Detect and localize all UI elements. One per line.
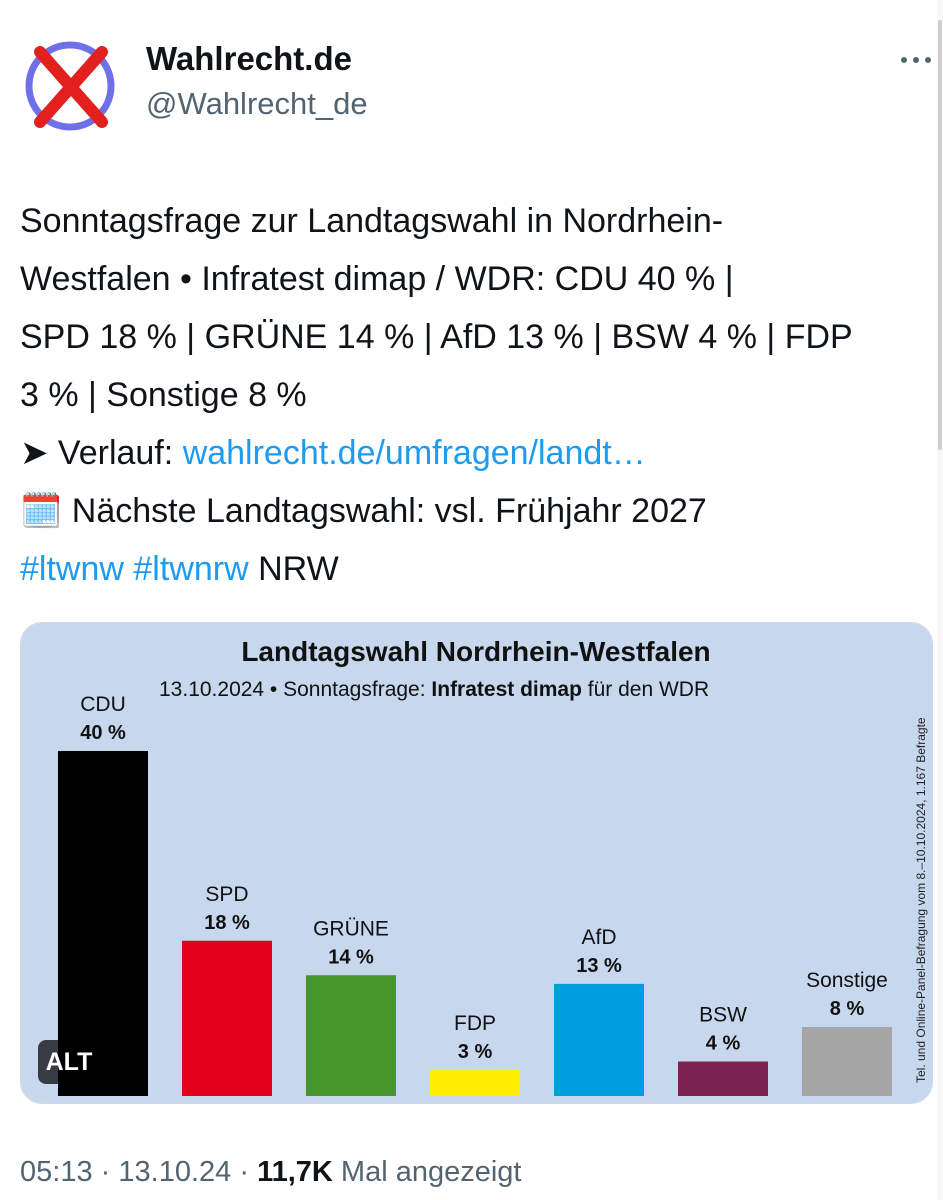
tweet-meta: 05:13 · 13.10.24 · 11,7K Mal angezeigt: [20, 1156, 521, 1189]
bar-spd: [182, 940, 272, 1096]
tweet-line: 3 % | Sonstige 8 %: [20, 376, 307, 414]
bar-cdu: [58, 751, 148, 1096]
bar-value-label: 18 %: [204, 912, 250, 934]
bar-category-label: BSW: [699, 1004, 747, 1027]
scrollbar-track[interactable]: [937, 0, 943, 1200]
views-label: Mal angezeigt: [340, 1156, 522, 1188]
author-name[interactable]: Wahlrecht.de: [146, 40, 352, 77]
next-election-line: 🗓️ Nächste Landtagswahl: vsl. Frühjahr 2…: [20, 492, 707, 530]
bar-category-label: CDU: [80, 693, 126, 716]
bar-category-label: FDP: [454, 1012, 496, 1035]
hashtag-ltwnrw[interactable]: #ltwnrw: [133, 550, 249, 588]
more-options-icon[interactable]: [896, 52, 938, 68]
bar-fdp: [430, 1070, 520, 1096]
tag-suffix: NRW: [258, 550, 339, 588]
bar-value-label: 8 %: [830, 998, 865, 1020]
bar-sonstige: [802, 1027, 892, 1096]
chart-background: [21, 623, 932, 1103]
view-count: 11,7K: [257, 1156, 333, 1188]
chart-title: Landtagswahl Nordrhein-Westfalen: [241, 636, 710, 667]
chart-subtitle-bold: Infratest dimap: [431, 678, 582, 701]
scrollbar-thumb[interactable]: [938, 20, 942, 450]
bar-value-label: 14 %: [328, 946, 374, 968]
chart-subtitle: 13.10.2024 • Sonntagsfrage: Infratest di…: [159, 678, 709, 701]
chart-subtitle-suffix: für den WDR: [582, 678, 709, 701]
author-handle[interactable]: @Wahlrecht_de: [146, 86, 368, 121]
tweet-line: SPD 18 % | GRÜNE 14 % | AfD 13 % | BSW 4…: [20, 318, 853, 356]
bar-category-label: SPD: [205, 883, 248, 906]
bar-afd: [554, 983, 644, 1096]
poll-chart: Landtagswahl Nordrhein-Westfalen 13.10.2…: [21, 623, 932, 1103]
tweet-date[interactable]: 13.10.24: [118, 1156, 232, 1188]
hashtag-ltwnw[interactable]: #ltwnw: [20, 550, 124, 588]
chart-bars: CDU 40 % SPD 18 % GRÜNE 14 % FDP 3 % AfD 13 % BSW 4…: [58, 693, 892, 1096]
bar-value-label: 13 %: [576, 955, 622, 977]
meta-separator: ·: [100, 1156, 111, 1188]
bar-bsw: [678, 1061, 768, 1096]
bar-value-label: 4 %: [706, 1033, 741, 1055]
bar-grüne: [306, 975, 396, 1096]
bar-category-label: AfD: [581, 926, 616, 949]
bar-value-label: 40 %: [80, 722, 126, 744]
chart-side-note: Tel. und Online-Panel-Befragung vom 8.–1…: [914, 717, 928, 1083]
bar-value-label: 3 %: [458, 1041, 493, 1063]
verlauf-line: ➤ Verlauf: wahlrecht.de/umfragen/landt…: [20, 424, 920, 482]
alt-text-button[interactable]: ALT: [38, 1040, 100, 1084]
avatar[interactable]: [22, 38, 118, 134]
bar-category-label: Sonstige: [806, 969, 888, 992]
chart-subtitle-prefix: 13.10.2024 • Sonntagsfrage:: [159, 678, 431, 701]
hashtag-line: #ltwnw #ltwnrw NRW: [20, 540, 920, 598]
meta-separator: ·: [239, 1156, 249, 1188]
tweet-line: Westfalen • Infratest dimap / WDR: CDU 4…: [20, 260, 734, 298]
verlauf-prefix: ➤ Verlauf:: [20, 434, 183, 472]
tweet-text: Sonntagsfrage zur Landtagswahl in Nordrh…: [20, 192, 920, 598]
bar-category-label: GRÜNE: [313, 917, 389, 940]
verlauf-link[interactable]: wahlrecht.de/umfragen/landt…: [182, 434, 646, 472]
tweet-time[interactable]: 05:13: [20, 1156, 93, 1188]
tweet-line: Sonntagsfrage zur Landtagswahl in Nordrh…: [20, 202, 724, 240]
tweet-image[interactable]: Landtagswahl Nordrhein-Westfalen 13.10.2…: [20, 622, 933, 1104]
